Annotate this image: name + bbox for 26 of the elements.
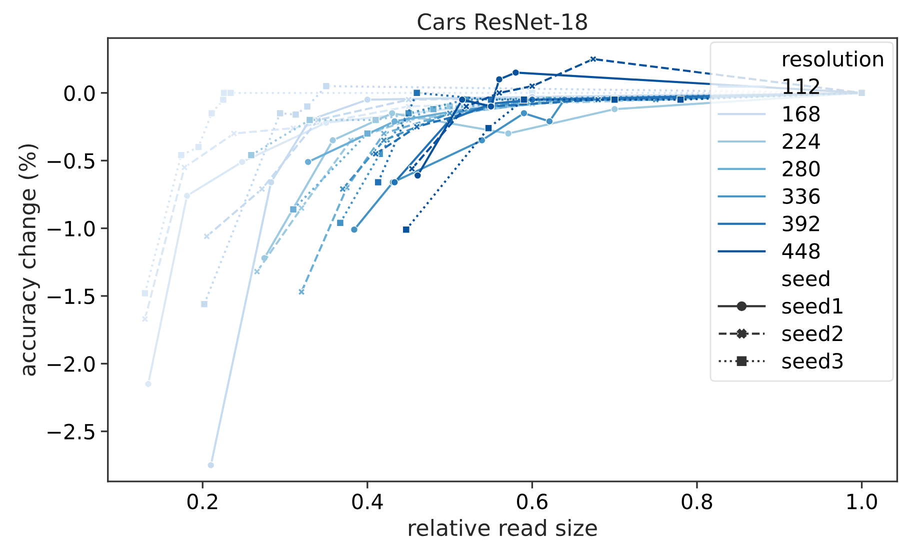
legend-label: seed1: [782, 298, 842, 314]
legend-label: 280: [782, 160, 820, 177]
x-tick-label: 0.6: [517, 494, 548, 510]
y-tick-label: −2.5: [48, 424, 94, 440]
legend-label: seed2: [782, 325, 842, 342]
legend-label: 448: [782, 243, 820, 259]
y-tick-label: −2.0: [48, 356, 95, 372]
x-tick-label: 0.2: [187, 494, 218, 510]
legend-label: 392: [782, 216, 819, 232]
x-tick-label: 0.8: [682, 494, 712, 510]
y-tick-label: −0.5: [48, 153, 94, 169]
x-tick-label: 0.4: [352, 494, 383, 510]
text: resolution: [783, 50, 883, 67]
x-axis-title: relative read size: [409, 518, 597, 536]
y-axis-title: accuracy change (%): [18, 144, 40, 376]
legend-label: seed3: [782, 352, 843, 369]
legend-label: 224: [782, 133, 820, 149]
y-tick-label: −1.0: [48, 220, 95, 236]
legend-label: 168: [784, 106, 820, 122]
x-tick-label: 1.0: [847, 494, 877, 510]
chart-title: Cars ResNet-18: [418, 13, 587, 30]
legend-label: 112: [784, 78, 819, 94]
text: seed: [782, 270, 830, 286]
y-tick-label: 0.0: [64, 85, 95, 102]
y-tick-label: −1.5: [48, 288, 94, 304]
legend-label: 336: [782, 188, 820, 204]
